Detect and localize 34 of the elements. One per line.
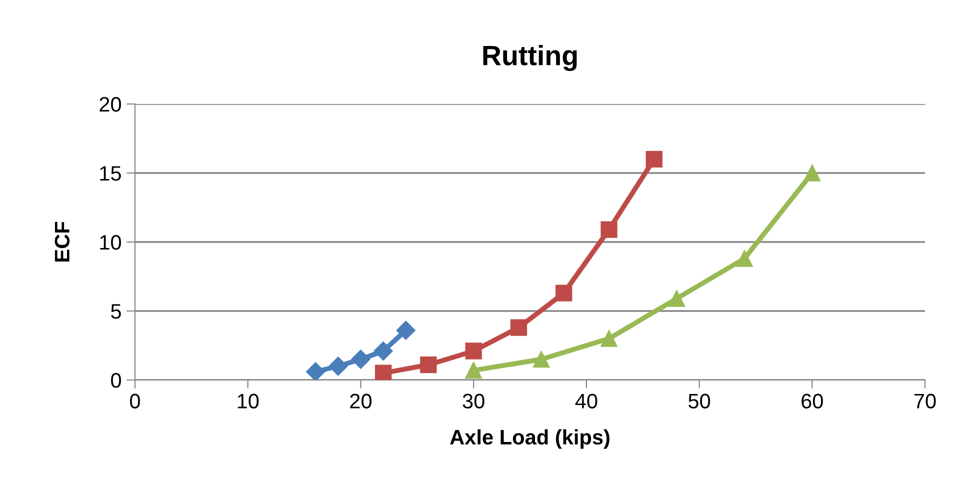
point: [646, 150, 662, 168]
point: [306, 362, 326, 380]
y-tick-label: 5: [111, 304, 121, 319]
point: [600, 221, 618, 238]
x-tick-label: 50: [688, 394, 710, 408]
y-tick-label: 10: [100, 235, 121, 250]
y-tick-label: 15: [100, 166, 121, 181]
y-tick-label: 20: [100, 97, 121, 112]
point: [532, 350, 550, 368]
x-axis-title: Axle Load (kips): [450, 429, 610, 449]
point: [374, 341, 393, 361]
point: [465, 362, 482, 379]
x-tick-label: 40: [575, 394, 598, 408]
point: [668, 290, 686, 307]
x-tick-label: 30: [462, 394, 484, 408]
point: [351, 350, 370, 369]
point: [465, 342, 482, 360]
x-tick-label: 20: [350, 394, 372, 408]
x-tick-label: 70: [914, 394, 936, 408]
point: [736, 250, 753, 267]
x-tick-label: 10: [238, 394, 259, 408]
point: [396, 320, 416, 340]
y-axis-title: ECF: [54, 222, 70, 262]
x-tick-label: 0: [130, 394, 140, 408]
point: [510, 319, 528, 336]
point: [420, 356, 437, 374]
point: [600, 330, 618, 347]
point: [328, 356, 348, 376]
point: [556, 284, 572, 302]
point: [804, 164, 820, 182]
y-tick-label: 0: [111, 373, 121, 388]
point: [374, 364, 392, 380]
chart-title: Rutting: [483, 44, 577, 71]
x-tick-label: 60: [802, 394, 823, 408]
